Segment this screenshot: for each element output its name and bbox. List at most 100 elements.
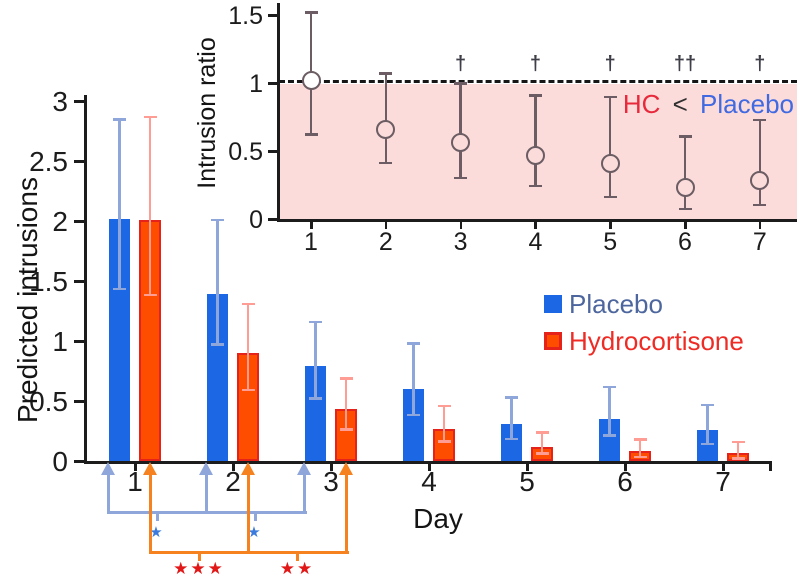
bar-placebo-day2	[207, 294, 228, 461]
sig-placebo-arrow-head-2	[199, 462, 213, 475]
main-y-tick-label: 1	[52, 326, 68, 357]
main-y-axis-title: Predicted intrusions	[12, 177, 43, 423]
errorbar-hydrocortisone-day4-line	[442, 405, 446, 442]
main-y-tick	[74, 400, 84, 403]
errorbar-hydrocortisone-day7-cap-top	[731, 440, 745, 444]
sig-placebo-arrow-shaft-1	[106, 474, 110, 514]
errorbar-hydrocortisone-day3-cap-top	[339, 377, 353, 380]
dagger-day3: †	[455, 53, 467, 75]
errorbar-placebo-day3-line	[314, 321, 317, 399]
inset-errorbar-day4-cap-bottom	[528, 184, 542, 188]
errorbar-hydrocortisone-day6-line	[638, 439, 642, 458]
inset-errorbar-day1-cap-top	[304, 11, 318, 14]
errorbar-hydrocortisone-day5-cap-bottom	[535, 452, 549, 455]
sig-placebo-mid-tick-2	[253, 514, 257, 521]
inset-x-tick	[684, 221, 687, 229]
errorbar-hydrocortisone-day2-line	[246, 303, 250, 391]
sig-placebo-stars-1: ★	[149, 524, 165, 541]
sig-placebo-arrow-head-1	[101, 462, 115, 475]
errorbar-hydrocortisone-day3-line	[344, 378, 348, 430]
inset-x-tick	[459, 221, 463, 229]
errorbar-hydrocortisone-day2-cap-bottom	[241, 388, 255, 392]
main-x-tick	[232, 461, 235, 471]
bar-placebo-day5	[501, 423, 522, 461]
main-y-tick-label: 0.5	[29, 386, 68, 417]
main-day-label: 5	[519, 466, 535, 497]
inset-y-tick	[268, 218, 277, 221]
main-x-axis-end-tick	[769, 461, 772, 471]
inset-errorbar-day4-line	[534, 95, 537, 187]
bar-placebo-day6	[599, 419, 620, 461]
errorbar-placebo-day5-line	[510, 397, 513, 440]
sig-placebo-arrow-head-3	[297, 462, 311, 475]
inset-day-label: 5	[603, 228, 618, 256]
sig-hydrocortisone-stars-1: ★★★	[173, 559, 225, 578]
sig-hydrocortisone-arrow-shaft-2	[246, 474, 250, 554]
errorbar-placebo-day3-cap-bottom	[309, 397, 322, 400]
inset-errorbar-day2-line	[384, 73, 388, 164]
errorbar-placebo-day4-cap-bottom	[407, 413, 420, 417]
sig-placebo-arrow-shaft-3	[302, 474, 306, 514]
inset-point-day7	[750, 171, 770, 191]
legend-label-hydrocortisone: Hydrocortisone	[569, 326, 744, 356]
inset-reference-line	[279, 80, 797, 83]
inset-errorbar-day4-cap-top	[528, 94, 542, 97]
inset-day-label: 1	[304, 228, 318, 256]
inset-errorbar-day2-cap-bottom	[379, 161, 393, 165]
errorbar-hydrocortisone-day4-cap-bottom	[437, 440, 451, 443]
sig-hydrocortisone-bracket-line	[150, 551, 349, 554]
errorbar-placebo-day1-cap-top	[113, 118, 126, 121]
main-x-tick	[134, 461, 137, 471]
errorbar-placebo-day1-line	[118, 119, 121, 290]
inset-y-tick-label: 0.5	[228, 138, 263, 166]
errorbar-hydrocortisone-day1-cap-bottom	[143, 293, 157, 297]
dagger-day7: †	[754, 53, 766, 75]
inset-errorbar-day5-cap-bottom	[603, 195, 617, 199]
main-day-label: 3	[323, 466, 339, 497]
inset-errorbar-day3-line	[459, 83, 462, 179]
inset-x-axis	[277, 219, 797, 222]
main-y-tick	[74, 220, 84, 223]
placebo-swatch-icon	[544, 295, 562, 313]
inset-day-label: 3	[453, 228, 468, 256]
legend: Placebo Hydrocortisone	[544, 291, 744, 365]
errorbar-hydrocortisone-day6-cap-bottom	[633, 455, 647, 459]
errorbar-hydrocortisone-day7-line	[736, 441, 740, 459]
inset-errorbar-day7-line	[758, 119, 762, 206]
inset-y-tick	[268, 82, 277, 85]
annotation-less-than: <	[672, 89, 688, 119]
inset-point-day4	[525, 145, 545, 165]
inset-x-tick	[310, 221, 313, 229]
dagger-day4: †	[529, 53, 541, 75]
errorbar-hydrocortisone-day6-cap-top	[633, 438, 647, 441]
inset-x-tick	[384, 221, 388, 229]
inset-day-label: 2	[378, 228, 393, 256]
main-day-label: 2	[225, 466, 241, 497]
sig-placebo-arrow-shaft-2	[204, 474, 208, 514]
inset-point-day1	[301, 70, 321, 90]
main-y-tick-label: 3	[52, 86, 68, 117]
inset-point-day2	[376, 119, 396, 139]
errorbar-hydrocortisone-day5-line	[540, 432, 544, 454]
inset-errorbar-day7-cap-bottom	[753, 203, 767, 207]
main-day-label: 7	[715, 466, 731, 497]
inset-errorbar-day1-cap-bottom	[304, 133, 318, 136]
main-x-tick	[624, 461, 627, 471]
errorbar-placebo-day5-cap-bottom	[505, 437, 518, 441]
errorbar-placebo-day7-line	[706, 404, 709, 445]
errorbar-placebo-day7-cap-bottom	[701, 442, 714, 446]
errorbar-placebo-day1-cap-bottom	[113, 287, 126, 291]
inset-y-axis	[277, 3, 280, 222]
inset-point-day6	[675, 178, 695, 198]
dagger-day6: ††	[673, 53, 697, 75]
main-x-tick	[330, 461, 333, 471]
main-y-tick	[74, 460, 84, 463]
errorbar-placebo-day7-cap-top	[701, 403, 714, 407]
sig-hydrocortisone-arrow-head-1	[143, 462, 157, 475]
errorbar-placebo-day2-cap-bottom	[211, 343, 224, 346]
main-x-tick	[428, 461, 431, 471]
inset-errorbar-day2-cap-top	[379, 72, 393, 75]
bar-placebo-day3	[305, 366, 326, 461]
errorbar-hydrocortisone-day1-cap-top	[143, 115, 157, 119]
